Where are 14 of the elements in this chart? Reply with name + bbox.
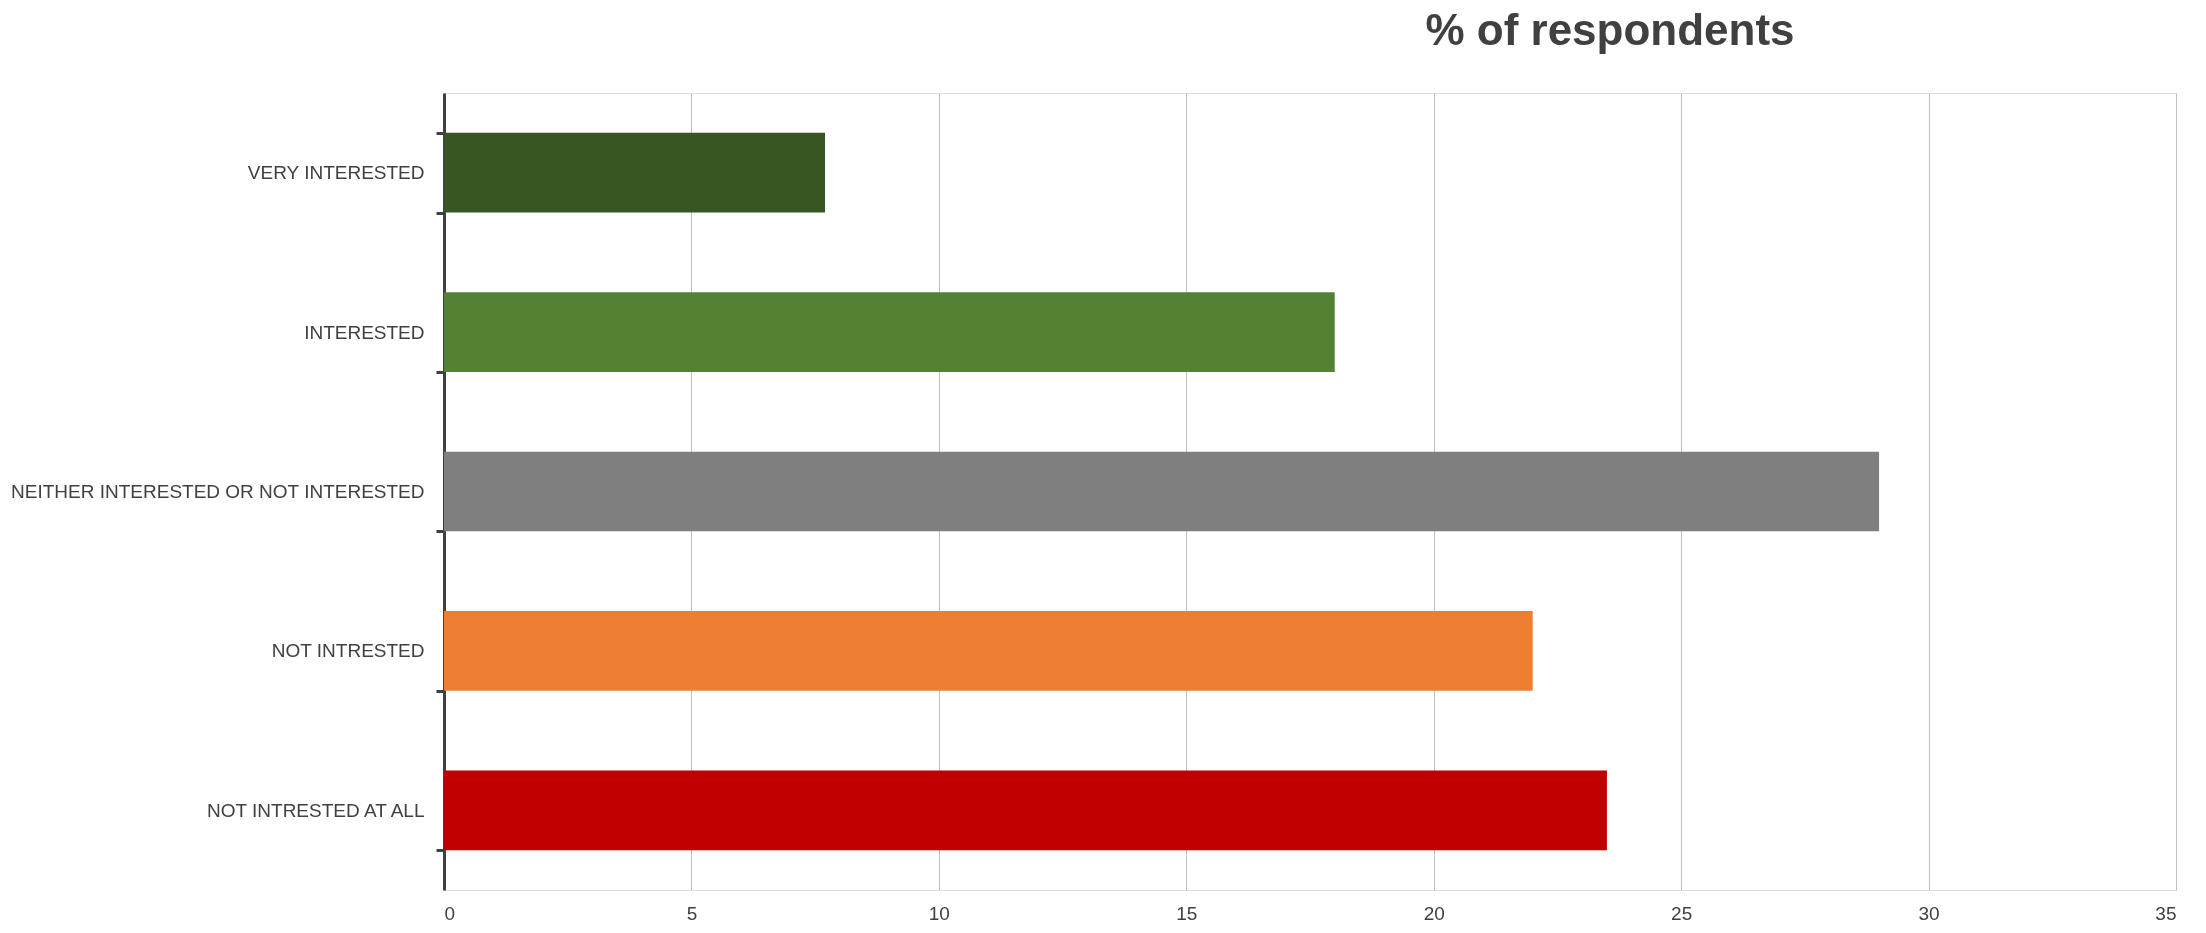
y-tick-label: INTERESTED xyxy=(304,321,425,343)
y-tick-label: NOT INTRESTED xyxy=(271,640,425,662)
chart-title: % of respondents xyxy=(1425,5,1795,54)
y-tick-label: NOT INTRESTED AT ALL xyxy=(206,799,425,821)
x-tick-label: 5 xyxy=(686,902,698,924)
x-tick-label: 15 xyxy=(1176,902,1198,924)
y-tick-label: VERY INTERESTED xyxy=(247,162,425,184)
y-tick-label: NEITHER INTERESTED OR NOT INTERESTED xyxy=(11,481,425,502)
x-tick-label: 10 xyxy=(928,902,950,924)
x-tick-label: 30 xyxy=(1918,902,1940,924)
x-tick-label: 20 xyxy=(1423,902,1445,924)
x-tick-label: 0 xyxy=(444,902,456,924)
x-tick-label: 25 xyxy=(1671,902,1693,924)
x-tick-label: 35 xyxy=(2155,902,2177,924)
